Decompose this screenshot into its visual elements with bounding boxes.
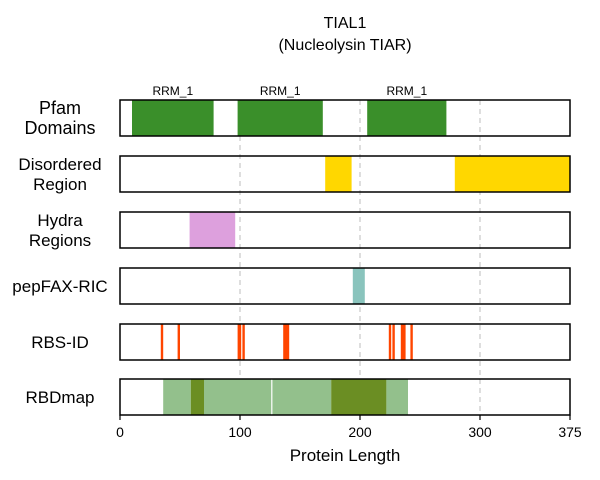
track-3: pepFAX-RIC — [12, 267, 571, 305]
track-5-segment-3 — [272, 379, 332, 415]
track-5-segment-1 — [190, 379, 204, 415]
track-5: RBDmap — [26, 378, 571, 416]
track-1-label-line-0: Disordered — [18, 155, 101, 174]
track-4-segment-6 — [392, 324, 395, 360]
track-4-label-line-0: RBS-ID — [31, 333, 89, 352]
track-1-segment-1 — [454, 156, 570, 192]
track-1-segment-0 — [325, 156, 352, 192]
track-4-segment-4 — [283, 324, 290, 360]
x-axis: 0 100 200 300 375 — [116, 415, 582, 440]
track-3-label-line-0: pepFAX-RIC — [12, 277, 107, 296]
track-5-label-line-0: RBDmap — [26, 388, 95, 407]
track-2-label-line-1: Regions — [29, 231, 91, 250]
track-3-segment-0 — [352, 268, 365, 304]
x-tick-label-300: 300 — [468, 424, 492, 440]
track-4-segment-5 — [388, 324, 392, 360]
domain-label-2: RRM_1 — [386, 84, 427, 98]
track-4-segment-1 — [177, 324, 180, 360]
track-1-label-line-1: Region — [33, 175, 87, 194]
track-5-segment-0 — [163, 379, 191, 415]
track-2-label-line-0: Hydra — [37, 211, 83, 230]
track-0-label-line-1: Domains — [24, 118, 95, 138]
track-2-frame — [119, 211, 571, 249]
tracks: RRM_1 RRM_1 RRM_1PfamDomainsDisorderedRegi… — [12, 84, 571, 416]
track-4-segment-8 — [410, 324, 413, 360]
track-0-segment-0 — [132, 100, 214, 136]
track-4-segment-2 — [237, 324, 242, 360]
track-0-segment-1 — [237, 100, 323, 136]
track-4-segment-7 — [400, 324, 406, 360]
track-5-segment-4 — [331, 379, 387, 415]
track-4-frame — [119, 323, 571, 361]
track-5-segment-5 — [386, 379, 408, 415]
x-axis-title: Protein Length — [290, 446, 401, 465]
track-4: RBS-ID — [31, 323, 571, 361]
chart-title-line-1: TIAL1 — [324, 15, 367, 32]
x-tick-label-375: 375 — [558, 424, 582, 440]
chart-title: TIAL1 (Nucleolysin TIAR) — [278, 15, 411, 54]
track-2-segment-0 — [189, 212, 236, 248]
track-5-frame — [119, 378, 571, 416]
track-4-segment-3 — [242, 324, 245, 360]
vertical-grid — [239, 100, 481, 415]
domain-label-0: RRM_1 — [152, 84, 193, 98]
x-tick-label-200: 200 — [348, 424, 372, 440]
domain-label-1: RRM_1 — [260, 84, 301, 98]
track-0-segment-2 — [367, 100, 447, 136]
track-0-frame — [119, 99, 571, 137]
x-tick-label-0: 0 — [116, 424, 124, 440]
track-3-frame — [119, 267, 571, 305]
chart-title-line-2: (Nucleolysin TIAR) — [278, 37, 411, 54]
x-tick-label-100: 100 — [228, 424, 252, 440]
track-0-label-line-0: Pfam — [39, 98, 81, 118]
track-1-frame — [119, 155, 571, 193]
track-5-segment-2 — [204, 379, 272, 415]
track-4-segment-0 — [160, 324, 164, 360]
